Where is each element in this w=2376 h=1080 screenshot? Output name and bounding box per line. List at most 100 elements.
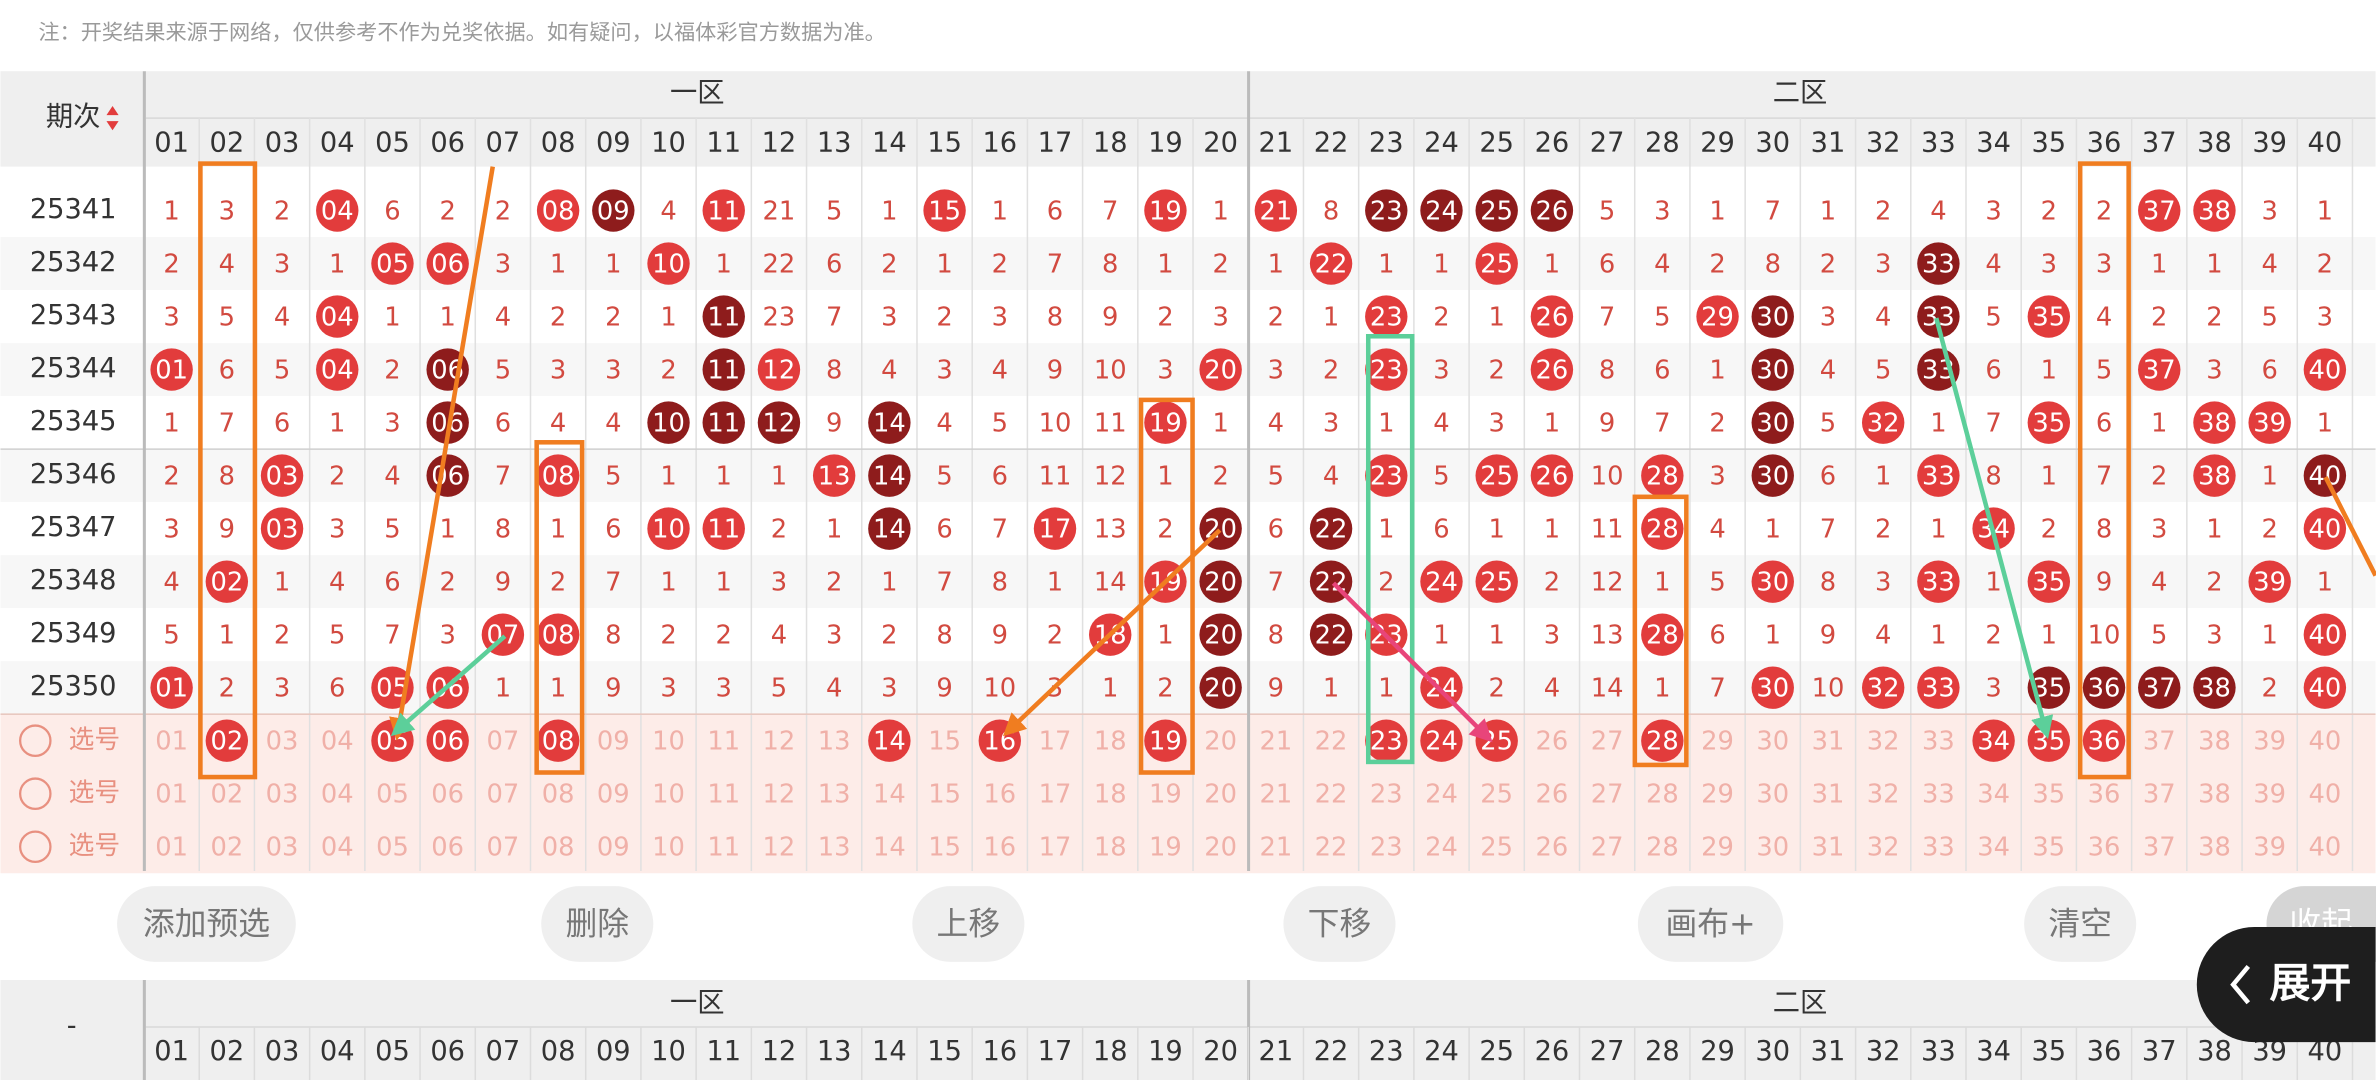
pick-number[interactable]: 12: [763, 780, 796, 810]
pick-number[interactable]: 22: [1315, 780, 1348, 810]
pick-number[interactable]: 11: [707, 833, 740, 863]
button[interactable]: [117, 886, 296, 962]
pick-number[interactable]: 26: [1536, 833, 1569, 863]
pick-number[interactable]: 02: [210, 833, 243, 863]
pick-number[interactable]: 26: [1536, 780, 1569, 810]
pick-number[interactable]: 05: [376, 833, 409, 863]
pick-number[interactable]: 35: [2032, 780, 2065, 810]
pick-number[interactable]: 37: [2143, 727, 2176, 757]
pick-number[interactable]: 38: [2198, 780, 2231, 810]
pick-number[interactable]: 02: [210, 780, 243, 810]
pick-number[interactable]: 04: [321, 833, 354, 863]
pick-number[interactable]: 10: [652, 727, 685, 757]
pick-number[interactable]: 15: [928, 727, 961, 757]
pick-number[interactable]: 03: [266, 780, 299, 810]
expand-button[interactable]: [2196, 927, 2376, 1043]
pick-number[interactable]: 09: [597, 727, 630, 757]
pick-number[interactable]: 03: [266, 833, 299, 863]
pick-number[interactable]: 07: [486, 780, 519, 810]
picked-ball[interactable]: [1365, 719, 1408, 762]
pick-number[interactable]: 31: [1812, 727, 1845, 757]
button[interactable]: [1637, 886, 1784, 962]
pick-number[interactable]: 33: [1922, 833, 1955, 863]
pick-number[interactable]: 28: [1646, 833, 1679, 863]
button[interactable]: [2024, 886, 2137, 962]
pick-number[interactable]: 29: [1701, 727, 1734, 757]
pick-number[interactable]: 39: [2253, 780, 2286, 810]
pick-number[interactable]: 18: [1094, 780, 1127, 810]
pick-number[interactable]: 32: [1867, 833, 1900, 863]
pick-number[interactable]: 18: [1094, 727, 1127, 757]
picked-ball[interactable]: [1144, 719, 1187, 762]
pick-number[interactable]: 24: [1425, 833, 1458, 863]
pick-number[interactable]: 15: [928, 833, 961, 863]
pick-number[interactable]: 03: [266, 727, 299, 757]
pick-number[interactable]: 25: [1480, 833, 1513, 863]
pick-number[interactable]: 27: [1591, 727, 1624, 757]
pick-number[interactable]: 36: [2088, 833, 2121, 863]
pick-number[interactable]: 26: [1536, 727, 1569, 757]
picked-ball[interactable]: [426, 719, 469, 762]
pick-number[interactable]: 09: [597, 833, 630, 863]
pick-number[interactable]: 14: [873, 833, 906, 863]
picked-ball[interactable]: [2082, 719, 2126, 762]
pick-number[interactable]: 05: [376, 780, 409, 810]
pick-number[interactable]: 19: [1149, 780, 1182, 810]
pick-number[interactable]: 20: [1204, 833, 1237, 863]
button[interactable]: [912, 886, 1025, 962]
pick-number[interactable]: 33: [1922, 780, 1955, 810]
pick-number[interactable]: 23: [1370, 780, 1403, 810]
picked-ball[interactable]: [1972, 719, 2015, 762]
radio[interactable]: [19, 777, 52, 810]
pick-number[interactable]: 17: [1039, 727, 1072, 757]
pick-number[interactable]: 06: [431, 780, 464, 810]
pick-number[interactable]: 06: [431, 833, 464, 863]
picked-ball[interactable]: [868, 719, 911, 762]
pick-number[interactable]: 17: [1039, 780, 1072, 810]
pick-number[interactable]: 27: [1591, 833, 1624, 863]
pick-number[interactable]: 34: [1977, 833, 2010, 863]
pick-number[interactable]: 25: [1480, 780, 1513, 810]
pick-number[interactable]: 20: [1204, 780, 1237, 810]
pick-number[interactable]: 01: [155, 833, 188, 863]
pick-number[interactable]: 16: [983, 833, 1016, 863]
pick-number[interactable]: 32: [1867, 780, 1900, 810]
pick-number[interactable]: 37: [2143, 833, 2176, 863]
pick-number[interactable]: 36: [2088, 780, 2121, 810]
pick-number[interactable]: 16: [983, 780, 1016, 810]
pick-number[interactable]: 21: [1259, 780, 1292, 810]
pick-number[interactable]: 07: [486, 833, 519, 863]
picked-ball[interactable]: [205, 719, 249, 762]
pick-number[interactable]: 33: [1922, 727, 1955, 757]
pick-number[interactable]: 19: [1149, 833, 1182, 863]
pick-number[interactable]: 38: [2198, 833, 2231, 863]
pick-number[interactable]: 40: [2308, 833, 2341, 863]
pick-number[interactable]: 24: [1425, 780, 1458, 810]
radio[interactable]: [19, 724, 52, 757]
pick-number[interactable]: 13: [818, 727, 851, 757]
pick-number[interactable]: 30: [1756, 780, 1789, 810]
pick-number[interactable]: 39: [2253, 833, 2286, 863]
pick-number[interactable]: 13: [818, 833, 851, 863]
picked-ball[interactable]: [536, 719, 580, 762]
picked-ball[interactable]: [1641, 719, 1684, 762]
pick-number[interactable]: 34: [1977, 780, 2010, 810]
pick-number[interactable]: 20: [1204, 727, 1237, 757]
pick-number[interactable]: 23: [1370, 833, 1403, 863]
pick-number[interactable]: 14: [873, 780, 906, 810]
pick-number[interactable]: 17: [1039, 833, 1072, 863]
pick-number[interactable]: 22: [1315, 833, 1348, 863]
pick-number[interactable]: 29: [1701, 780, 1734, 810]
pick-number[interactable]: 28: [1646, 780, 1679, 810]
button[interactable]: [541, 886, 654, 962]
pick-number[interactable]: 11: [707, 780, 740, 810]
pick-number[interactable]: 18: [1094, 833, 1127, 863]
pick-number[interactable]: 30: [1756, 727, 1789, 757]
pick-number[interactable]: 39: [2253, 727, 2286, 757]
pick-number[interactable]: 38: [2198, 727, 2231, 757]
pick-number[interactable]: 22: [1315, 727, 1348, 757]
pick-number[interactable]: 08: [542, 833, 575, 863]
pick-number[interactable]: 37: [2143, 780, 2176, 810]
picked-ball[interactable]: [1420, 719, 1463, 762]
pick-number[interactable]: 07: [486, 727, 519, 757]
